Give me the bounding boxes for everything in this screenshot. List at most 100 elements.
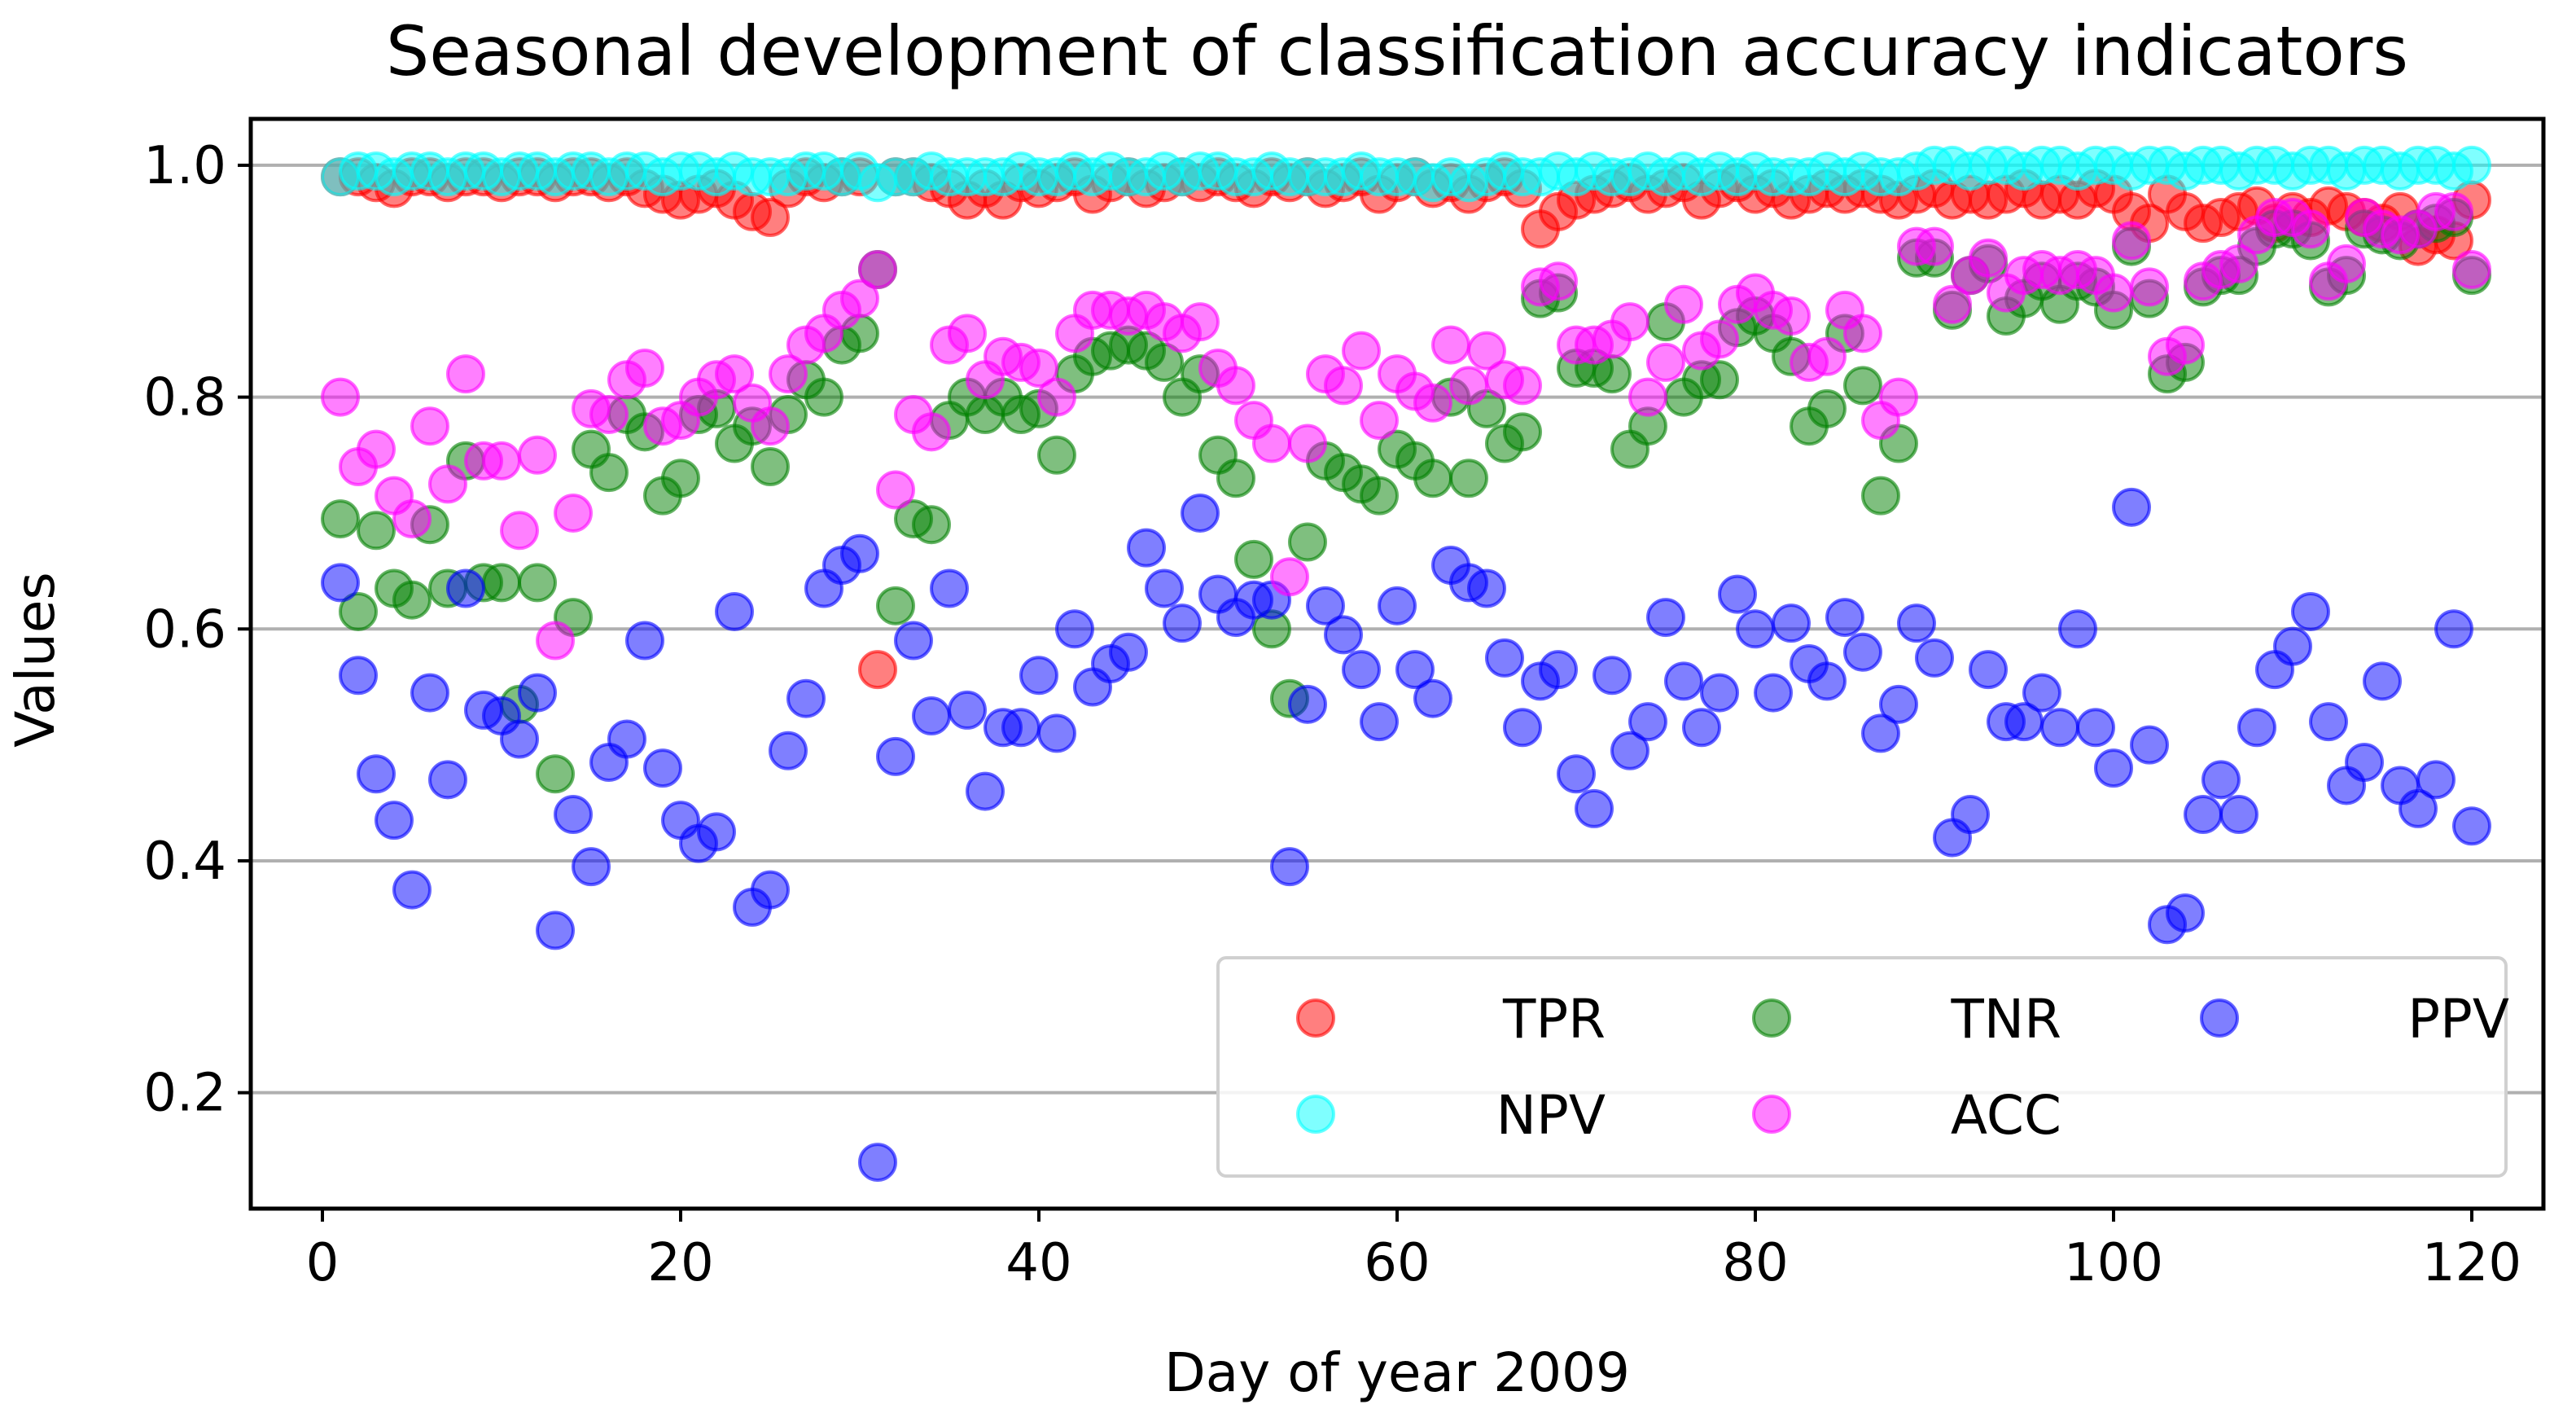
data-point — [1037, 377, 1076, 417]
data-point — [1969, 238, 2008, 278]
data-point — [2452, 250, 2491, 290]
data-point — [1807, 336, 1847, 376]
data-point — [428, 760, 467, 800]
data-point — [2434, 191, 2473, 231]
data-point — [912, 696, 951, 736]
data-point — [446, 354, 485, 394]
data-point — [357, 511, 396, 551]
data-point — [1879, 684, 1918, 724]
x-tick-label: 60 — [1364, 1233, 1430, 1293]
x-axis-ticks: 0 20 40 60 80 100 120 — [306, 1209, 2521, 1293]
data-point — [1019, 349, 1058, 388]
data-point — [2309, 702, 2348, 742]
data-point — [1557, 754, 1596, 794]
data-point — [1288, 424, 1327, 463]
x-tick-label: 0 — [306, 1233, 340, 1293]
data-point — [1933, 284, 1972, 324]
data-point — [428, 464, 467, 504]
series-acc — [321, 191, 2491, 661]
legend-label: TNR — [1950, 988, 2061, 1051]
data-point — [661, 459, 700, 498]
data-point — [518, 563, 557, 603]
data-point — [894, 621, 933, 661]
data-point — [2094, 273, 2133, 313]
data-point — [912, 505, 951, 545]
y-tick-label: 0.6 — [143, 599, 226, 660]
data-point — [1718, 574, 1757, 614]
data-point — [751, 406, 790, 446]
data-point — [930, 568, 969, 608]
data-point — [1879, 377, 1918, 417]
data-point — [1145, 342, 1184, 382]
data-point — [1413, 383, 1452, 423]
data-point — [697, 812, 736, 852]
data-point — [2399, 788, 2438, 828]
data-point — [1915, 226, 1954, 266]
data-point — [1019, 656, 1058, 696]
data-point — [2112, 221, 2151, 261]
data-point — [1001, 708, 1040, 748]
y-tick-label: 0.2 — [143, 1064, 226, 1124]
data-point — [840, 279, 879, 318]
data-point — [1216, 366, 1255, 406]
data-point — [1288, 522, 1327, 562]
data-point — [1700, 360, 1739, 400]
data-point — [1395, 650, 1435, 690]
y-tick-label: 0.8 — [143, 368, 226, 428]
data-point — [643, 748, 682, 788]
data-point — [1754, 673, 1793, 713]
data-point — [357, 754, 396, 794]
data-point — [2237, 708, 2276, 748]
data-point — [1163, 603, 1202, 643]
data-point — [1503, 412, 1542, 452]
data-point — [1109, 632, 1148, 672]
data-point — [1915, 638, 1954, 678]
x-tick-label: 20 — [647, 1233, 713, 1293]
data-point — [1431, 325, 1470, 365]
data-point — [554, 493, 593, 533]
data-point — [1807, 661, 1847, 701]
data-point — [876, 736, 915, 776]
data-point — [392, 499, 432, 539]
data-point — [751, 197, 790, 237]
data-point — [1736, 609, 1775, 649]
data-point — [858, 250, 897, 290]
legend-marker — [1752, 1095, 1791, 1134]
data-point — [2076, 708, 2115, 748]
data-point — [1610, 731, 1649, 770]
data-point — [2452, 806, 2491, 846]
legend-marker — [2200, 998, 2239, 1038]
data-point — [1324, 615, 1363, 655]
data-point — [392, 580, 432, 620]
data-point — [1270, 557, 1309, 597]
y-tick-label: 1.0 — [143, 136, 226, 196]
data-point — [1682, 708, 1721, 748]
data-point — [589, 453, 629, 493]
data-point — [1503, 708, 1542, 748]
data-point — [2219, 795, 2258, 835]
data-point — [2434, 609, 2473, 649]
data-point — [1807, 388, 1847, 428]
data-point — [1378, 586, 1417, 625]
data-point — [375, 801, 414, 840]
data-point — [625, 621, 664, 661]
data-point — [1951, 795, 1990, 835]
data-point — [357, 429, 396, 469]
y-axis-ticks: 0.2 0.4 0.6 0.8 1.0 — [143, 136, 251, 1124]
data-point — [1037, 713, 1076, 753]
data-point — [1324, 366, 1363, 406]
data-point — [1413, 459, 1452, 498]
data-point — [1485, 638, 1524, 678]
data-point — [2327, 244, 2366, 283]
data-point — [1181, 493, 1220, 533]
data-point — [1181, 302, 1220, 342]
data-point — [1610, 302, 1649, 342]
data-point — [607, 719, 646, 759]
data-point — [948, 690, 987, 730]
legend-label: ACC — [1951, 1084, 2061, 1147]
data-point — [1360, 476, 1399, 516]
data-point — [625, 349, 664, 388]
data-point — [1843, 314, 1882, 353]
legend-label: NPV — [1496, 1084, 1606, 1147]
data-point — [1700, 673, 1739, 713]
